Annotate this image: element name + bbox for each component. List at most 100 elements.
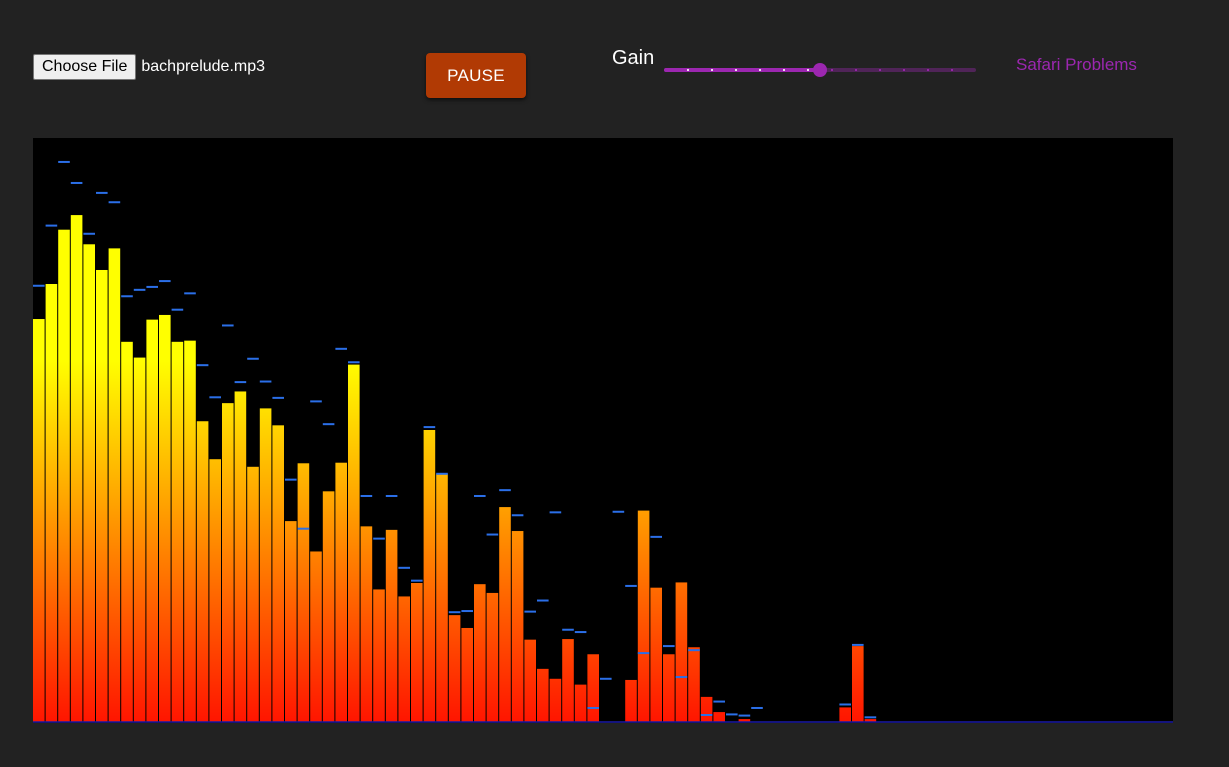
- spectrum-bar: [33, 319, 45, 722]
- spectrum-peak-marker: [499, 489, 511, 492]
- spectrum-peak-marker: [663, 645, 675, 648]
- spectrum-peak-marker: [70, 181, 83, 184]
- gain-slider-tick: [855, 69, 857, 71]
- spectrum-peak-marker: [335, 347, 347, 350]
- spectrum-bar: [675, 582, 688, 722]
- spectrum-bar: [222, 403, 234, 722]
- spectrum-bar: [184, 340, 196, 722]
- spectrum-bar: [713, 712, 725, 722]
- gain-slider-fill: [664, 68, 820, 72]
- spectrum-peak-marker: [423, 426, 436, 429]
- spectrum-bar: [171, 341, 184, 722]
- spectrum-peak-marker: [310, 400, 322, 403]
- spectrum-peak-marker: [436, 472, 448, 475]
- spectrum-peak-marker: [171, 308, 184, 311]
- spectrum-peak-marker: [486, 533, 499, 536]
- gain-slider-thumb[interactable]: [813, 63, 827, 77]
- spectrum-bar: [45, 284, 58, 722]
- spectrum-peak-marker: [726, 713, 738, 716]
- spectrum-bar: [486, 592, 499, 722]
- spectrum-bar: [196, 421, 209, 722]
- spectrum-peaks: [33, 160, 877, 719]
- spectrum-bar: [297, 463, 310, 722]
- gain-slider-tick: [903, 69, 905, 71]
- spectrum-peak-marker: [184, 292, 196, 295]
- spectrum-bar: [159, 314, 171, 722]
- spectrum-bar: [146, 319, 158, 722]
- spectrum-peak-marker: [96, 191, 108, 194]
- spectrum-peak-marker: [688, 649, 700, 652]
- spectrum-peak-marker: [511, 514, 524, 517]
- gain-slider-tick: [831, 69, 833, 71]
- spectrum-bar: [574, 684, 587, 722]
- spectrum-canvas: [33, 160, 1173, 723]
- spectrum-peak-marker: [385, 494, 398, 497]
- spectrum-bar: [524, 639, 536, 722]
- gain-slider-tick: [759, 69, 761, 71]
- spectrum-peak-marker: [360, 494, 373, 497]
- spectrum-bar: [537, 668, 549, 722]
- spectrum-bar: [625, 679, 637, 722]
- spectrum-bar: [70, 215, 83, 722]
- spectrum-peak-marker: [600, 677, 612, 680]
- spectrum-peak-marker: [738, 714, 751, 717]
- spectrum-peak-marker: [348, 361, 360, 364]
- spectrum-bar: [348, 364, 360, 722]
- gain-slider-tick: [711, 69, 713, 71]
- spectrum-bar: [58, 229, 70, 723]
- spectrum-peak-marker: [234, 381, 247, 384]
- spectrum-peak-marker: [121, 295, 133, 298]
- spectrum-peak-marker: [574, 631, 587, 634]
- file-chooser[interactable]: Choose File bachprelude.mp3: [33, 54, 265, 80]
- gain-slider-tick: [783, 69, 785, 71]
- spectrum-bar: [650, 587, 662, 722]
- gain-label: Gain: [612, 47, 655, 69]
- spectrum-bar: [852, 646, 864, 722]
- spectrum-peak-marker: [247, 357, 259, 360]
- gain-slider-tick: [927, 69, 929, 71]
- spectrum-peak-marker: [58, 160, 70, 163]
- spectrum-peak-marker: [612, 510, 625, 513]
- spectrum-peak-marker: [839, 703, 851, 706]
- spectrum-peak-marker: [537, 599, 549, 602]
- pause-button[interactable]: PAUSE: [426, 53, 526, 98]
- spectrum-bar: [637, 510, 650, 722]
- spectrum-peak-marker: [713, 700, 725, 703]
- spectrum-bar: [864, 719, 877, 722]
- spectrum-peak-marker: [108, 201, 121, 204]
- spectrum-bar: [587, 654, 599, 722]
- choose-file-button[interactable]: Choose File: [33, 54, 137, 80]
- spectrum-bar: [738, 719, 751, 722]
- spectrum-bar: [562, 639, 574, 722]
- spectrum-bar: [259, 408, 272, 722]
- safari-problems-link[interactable]: Safari Problems: [1016, 55, 1137, 74]
- spectrum-bar: [436, 473, 448, 722]
- spectrum-peak-marker: [146, 285, 158, 288]
- spectrum-bar: [839, 707, 851, 722]
- spectrum-peak-marker: [637, 652, 650, 655]
- spectrum-peak-marker: [700, 713, 713, 716]
- spectrum-bar: [511, 531, 524, 722]
- gain-slider[interactable]: [664, 60, 976, 80]
- gain-slider-tick: [687, 69, 689, 71]
- gain-slider-tick: [807, 69, 809, 71]
- spectrum-bar: [688, 647, 700, 722]
- spectrum-bar: [96, 269, 108, 722]
- spectrum-peak-marker: [751, 706, 763, 709]
- spectrum-bar: [411, 583, 423, 722]
- spectrum-visualizer: [33, 138, 1173, 723]
- spectrum-peak-marker: [587, 706, 599, 709]
- spectrum-peak-marker: [259, 380, 272, 383]
- spectrum-peak-marker: [461, 610, 473, 613]
- spectrum-peak-marker: [398, 566, 410, 569]
- spectrum-peak-marker: [549, 511, 562, 514]
- spectrum-peak-marker: [562, 628, 574, 631]
- spectrum-bar: [133, 357, 146, 722]
- spectrum-peak-marker: [196, 364, 209, 367]
- spectrum-bar: [285, 521, 297, 722]
- spectrum-peak-marker: [159, 280, 171, 283]
- spectrum-bar: [121, 341, 133, 722]
- spectrum-peak-marker: [285, 478, 297, 481]
- spectrum-bar: [423, 430, 436, 722]
